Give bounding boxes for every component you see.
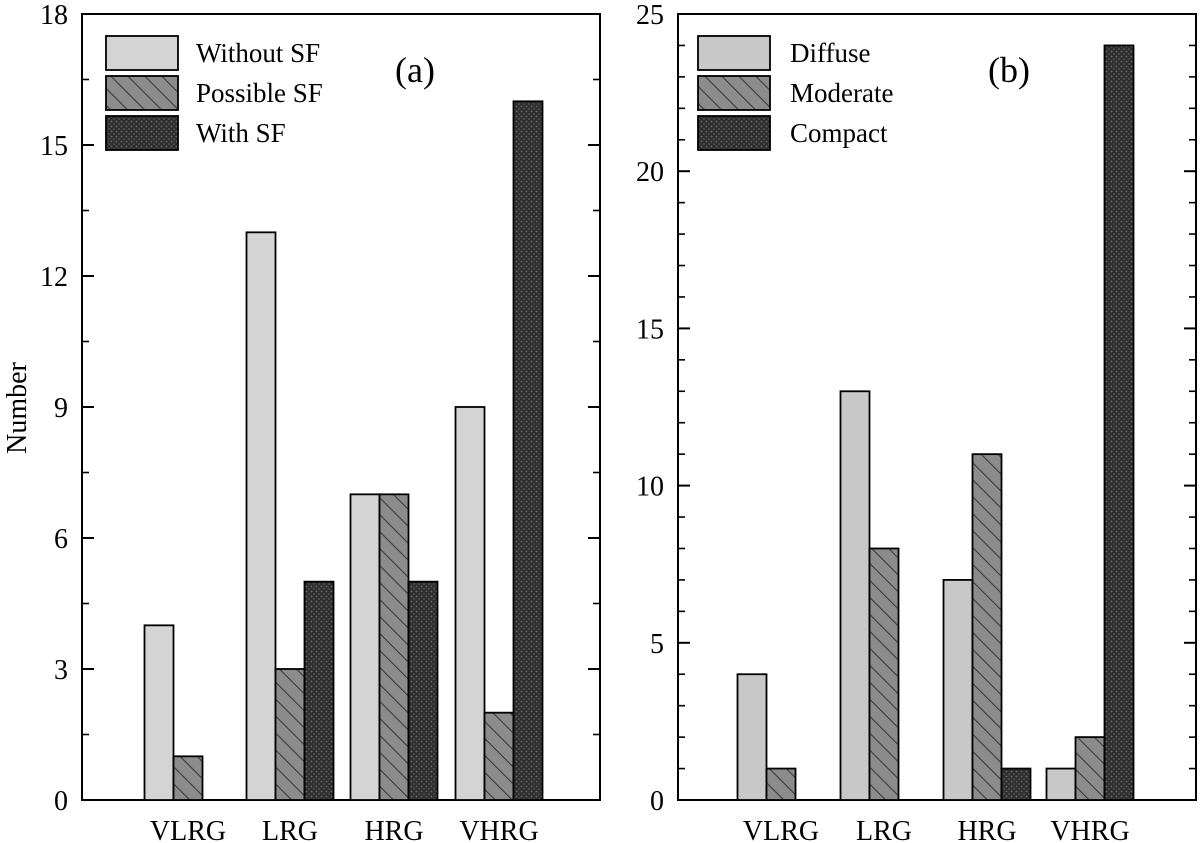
x-tick-label: LRG <box>262 816 318 843</box>
y-tick-label: 12 <box>40 262 68 293</box>
plot-frame-b <box>677 13 1197 801</box>
bar <box>172 755 204 801</box>
bar <box>765 767 797 801</box>
bar <box>942 579 974 801</box>
y-tick-label: 25 <box>636 0 664 31</box>
bar <box>274 668 306 801</box>
bar <box>245 231 277 801</box>
y-tick-label: 0 <box>650 786 664 817</box>
bar <box>1103 44 1135 801</box>
x-axis-a: VLRG LRG HRG VHRG <box>150 816 539 843</box>
y-tick-label: 15 <box>636 314 664 345</box>
legend-a: Without SF Possible SF With SF <box>105 35 323 151</box>
bar <box>454 406 486 801</box>
legend-swatch <box>105 75 179 111</box>
bar <box>512 100 544 801</box>
bars-b <box>736 44 1135 801</box>
panel-label-a: (a) <box>395 50 435 90</box>
bar <box>483 711 515 801</box>
x-tick-label: HRG <box>364 816 423 843</box>
y-tick-label: 9 <box>54 393 68 424</box>
y-tick-label: 5 <box>650 629 664 660</box>
x-tick-label: VLRG <box>150 816 226 843</box>
x-tick-label: VHRG <box>459 816 538 843</box>
legend-swatch <box>697 115 771 151</box>
bar <box>303 580 335 801</box>
panel-b: 0 5 10 15 20 25 VLRG LRG HRG VHRG Diffuse Moderat… <box>636 0 1197 843</box>
legend-label: Compact <box>790 118 888 148</box>
bars-a <box>143 100 544 801</box>
bar <box>868 547 900 801</box>
legend-label: Moderate <box>790 78 893 108</box>
bar <box>1045 767 1077 801</box>
y-axis-title: Number <box>2 361 33 453</box>
bar <box>407 580 439 801</box>
x-tick-label: LRG <box>856 816 912 843</box>
bar <box>839 390 871 801</box>
x-tick-label: HRG <box>957 816 1016 843</box>
x-axis-b: VLRG LRG HRG VHRG <box>743 816 1130 843</box>
y-tick-label: 15 <box>40 131 68 162</box>
x-tick-label: VHRG <box>1050 816 1129 843</box>
bar <box>378 493 410 801</box>
y-tick-label: 10 <box>636 472 664 503</box>
y-tick-label: 0 <box>54 786 68 817</box>
legend-swatch <box>697 35 771 71</box>
bar <box>736 673 768 801</box>
legend-swatch <box>105 115 179 151</box>
legend-label: Without SF <box>196 38 320 68</box>
bar <box>143 624 175 801</box>
y-tick-label: 6 <box>54 524 68 555</box>
x-tick-label: VLRG <box>743 816 819 843</box>
panel-a: 0 3 6 9 12 15 18 VLRG LRG HRG VHRG Without SF Poss… <box>2 0 601 843</box>
y-tick-label: 3 <box>54 655 68 686</box>
bar <box>349 493 381 801</box>
legend-label: With SF <box>196 118 286 148</box>
bar <box>1074 736 1106 801</box>
y-axis-a: 0 3 6 9 12 15 18 <box>40 0 600 817</box>
legend-swatch <box>105 35 179 71</box>
legend-b: Diffuse Moderate Compact <box>697 35 893 151</box>
y-tick-label: 20 <box>636 157 664 188</box>
y-axis-b: 0 5 10 15 20 25 <box>636 0 1196 817</box>
bar <box>971 453 1003 801</box>
y-tick-label: 18 <box>40 0 68 31</box>
bar <box>1000 767 1032 801</box>
panel-label-b: (b) <box>988 50 1030 90</box>
legend-label: Possible SF <box>196 78 323 108</box>
legend-swatch <box>697 75 771 111</box>
legend-label: Diffuse <box>790 38 871 68</box>
